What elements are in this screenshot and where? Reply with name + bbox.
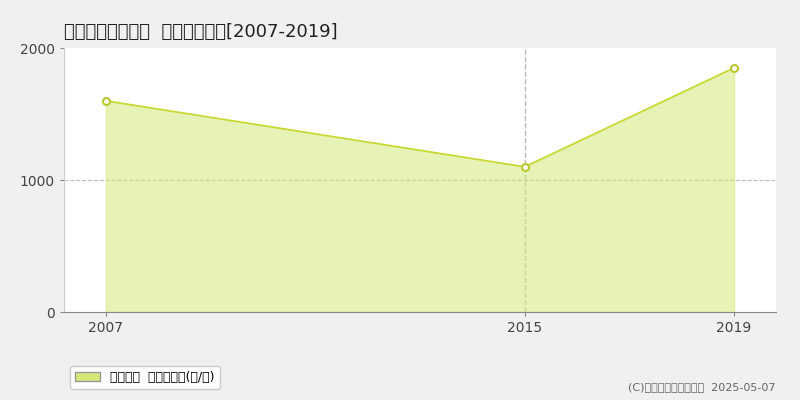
- Legend: 林地価格  平均坪単価(円/坪): 林地価格 平均坪単価(円/坪): [70, 366, 220, 389]
- Text: 三戸郡南部町剣吉  林地価格推移[2007-2019]: 三戸郡南部町剣吉 林地価格推移[2007-2019]: [64, 23, 338, 41]
- Text: (C)土地価格ドットコム  2025-05-07: (C)土地価格ドットコム 2025-05-07: [629, 382, 776, 392]
